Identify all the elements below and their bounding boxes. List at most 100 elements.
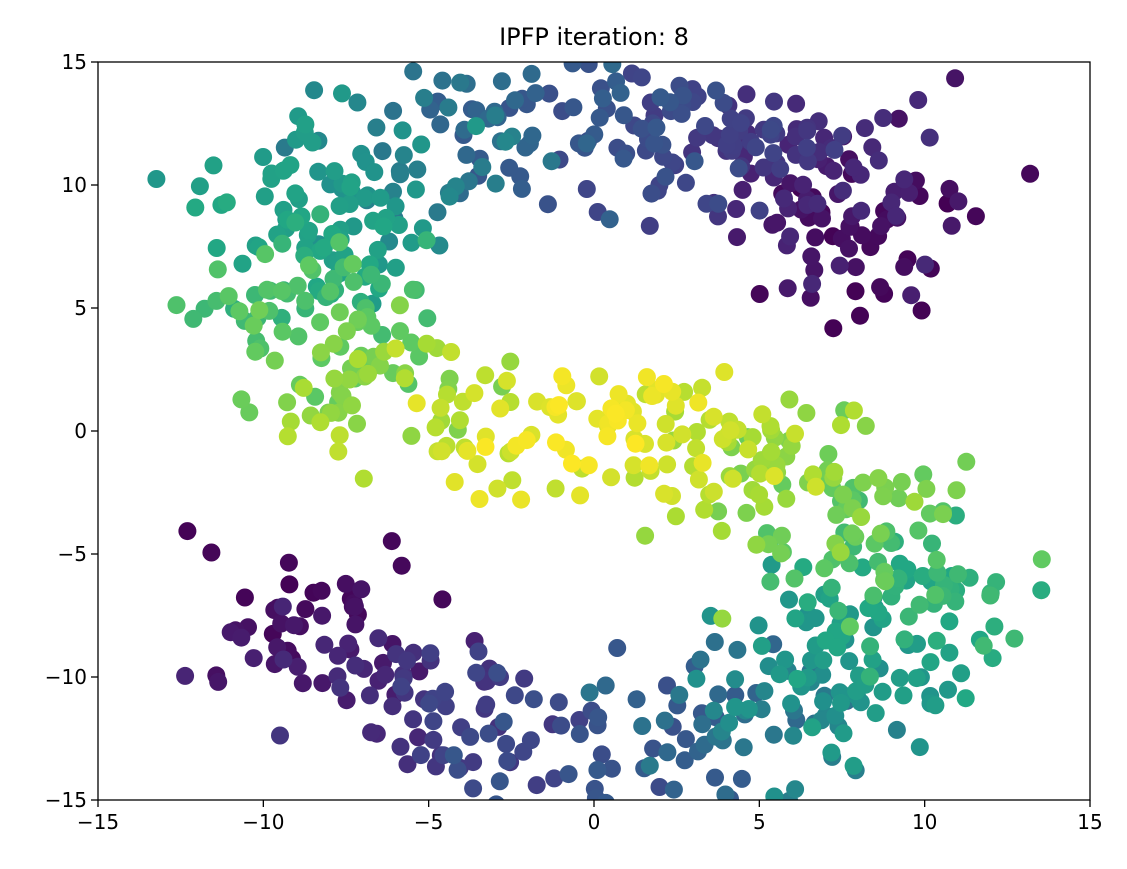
data-point (340, 370, 359, 389)
data-point (687, 439, 706, 458)
data-point (720, 125, 739, 144)
data-point (772, 544, 791, 563)
data-point (737, 85, 756, 104)
data-point (952, 664, 971, 683)
data-point (739, 440, 758, 459)
data-point (524, 690, 543, 709)
data-point (477, 695, 496, 714)
data-point (687, 669, 706, 688)
data-point (731, 114, 750, 133)
data-point (927, 631, 946, 650)
data-point (863, 650, 882, 669)
data-point (567, 392, 586, 411)
data-point (642, 184, 661, 203)
data-point (655, 711, 674, 730)
data-point (762, 442, 781, 461)
data-point (926, 585, 945, 604)
data-point (910, 595, 929, 614)
data-point (371, 188, 390, 207)
data-point (602, 468, 621, 487)
data-point (633, 717, 652, 735)
data-point (614, 106, 633, 125)
data-point (840, 652, 859, 671)
x-tick-label: 10 (912, 810, 937, 834)
data-point (506, 91, 524, 110)
data-point (473, 158, 492, 176)
data-point (398, 651, 416, 670)
data-point (382, 532, 401, 551)
data-point (940, 179, 959, 198)
data-point (739, 700, 758, 718)
data-point (733, 180, 752, 199)
data-point (278, 393, 297, 412)
data-point (461, 727, 480, 746)
data-point (651, 88, 670, 107)
data-point (693, 715, 712, 734)
data-point (254, 148, 273, 166)
data-point (467, 117, 485, 136)
data-point (564, 98, 583, 117)
data-point (540, 84, 559, 103)
data-point (577, 180, 596, 198)
data-point (436, 697, 455, 716)
data-point (650, 778, 669, 796)
data-point (794, 175, 813, 194)
data-point (852, 201, 871, 220)
data-point (272, 282, 291, 300)
data-point (606, 404, 625, 423)
data-point (666, 507, 685, 526)
data-point (217, 193, 236, 212)
data-point (706, 768, 724, 787)
data-point (597, 793, 615, 800)
data-point (365, 163, 384, 182)
data-point (752, 700, 771, 719)
data-point (894, 686, 913, 705)
data-point (391, 322, 409, 341)
data-point (330, 426, 349, 445)
data-point (311, 343, 330, 362)
data-point (985, 617, 1004, 636)
data-point (178, 522, 197, 541)
data-point (344, 272, 363, 291)
data-point (712, 521, 731, 540)
data-point (258, 280, 276, 299)
data-point (900, 183, 919, 202)
data-point (333, 84, 351, 103)
data-point (545, 769, 564, 788)
data-point (764, 144, 783, 163)
data-point (577, 134, 596, 153)
data-point (840, 239, 858, 258)
data-point (417, 231, 436, 250)
data-point (593, 89, 612, 108)
x-tick-label: 5 (753, 810, 766, 834)
data-point (547, 433, 565, 452)
data-point (542, 152, 561, 171)
data-point (657, 433, 676, 452)
data-point (486, 106, 505, 125)
x-tick-label: −10 (242, 810, 284, 834)
data-point (628, 414, 647, 433)
data-point (750, 485, 769, 504)
data-point (392, 677, 411, 696)
data-point (571, 486, 590, 505)
data-point (732, 769, 751, 788)
data-point (190, 177, 209, 196)
data-point (761, 120, 780, 139)
data-point (889, 109, 908, 128)
data-point (645, 134, 664, 153)
data-point (403, 280, 422, 299)
data-point (404, 710, 423, 729)
data-point (764, 725, 783, 744)
data-point (436, 682, 455, 701)
data-point (336, 574, 355, 593)
y-tick-label: −15 (45, 788, 87, 812)
data-point (209, 672, 228, 691)
data-point (1032, 550, 1051, 569)
data-point (656, 415, 675, 433)
data-point (346, 615, 365, 634)
data-point (765, 787, 784, 800)
data-point (311, 313, 330, 332)
data-point (431, 398, 450, 417)
data-point (843, 524, 862, 543)
